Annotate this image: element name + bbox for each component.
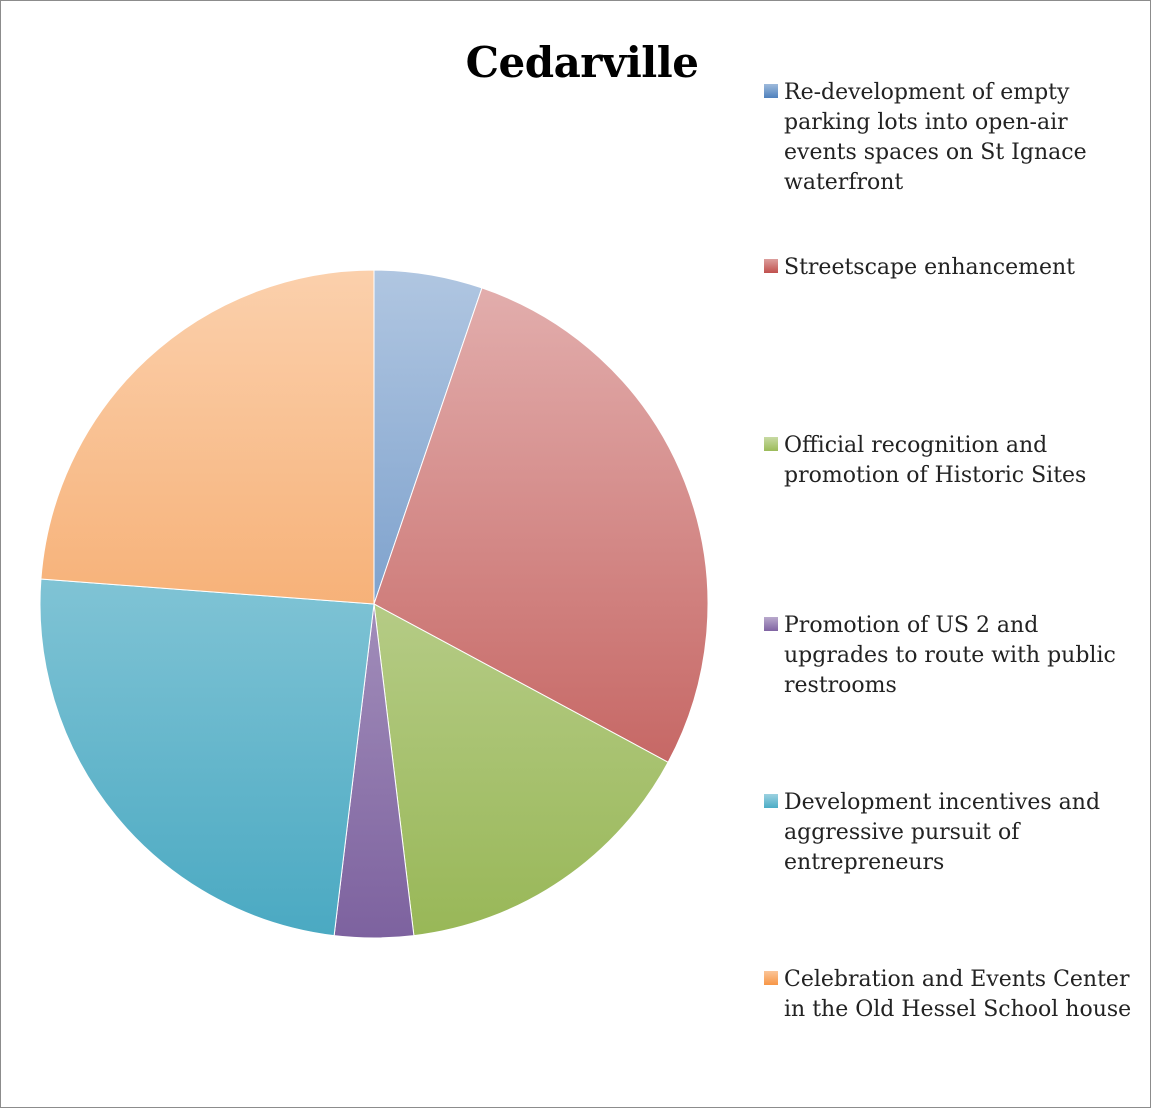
- legend-swatch: [764, 971, 778, 985]
- legend-swatch: [764, 794, 778, 808]
- chart-title: Cedarville: [465, 38, 699, 87]
- legend-label: Re-development of empty parking lots int…: [784, 80, 1087, 195]
- pie-slice-development-incentives-and-aggressive-pu: [39, 578, 375, 937]
- legend-label: Promotion of US 2 and upgrades to route …: [784, 613, 1116, 698]
- legend-label: Official recognition and promotion of Hi…: [784, 433, 1087, 488]
- pie-slice-streetscape-enhancement: [373, 287, 709, 763]
- pie-slice-official-recognition-and-promotion-of-hi: [373, 603, 669, 937]
- legend-label: Streetscape enhancement: [784, 255, 1076, 280]
- legend-swatch: [764, 617, 778, 631]
- pie-slice-celebration-and-events-center-in-the-old: [40, 269, 375, 605]
- legend-swatch: [764, 84, 778, 98]
- legend-swatch: [764, 259, 778, 273]
- legend-label: Development incentives and aggressive pu…: [784, 790, 1101, 875]
- legend-swatch: [764, 437, 778, 451]
- legend-label: Celebration and Events Center in the Old…: [784, 967, 1132, 1022]
